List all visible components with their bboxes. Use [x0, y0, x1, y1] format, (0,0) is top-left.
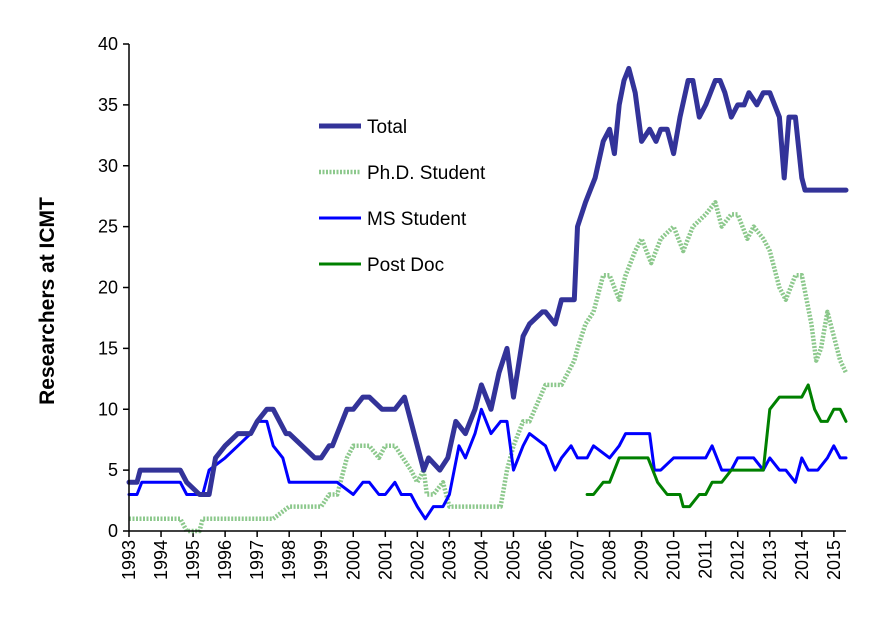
x-tick-label: 2014	[792, 540, 812, 580]
x-tick-label: 2013	[760, 540, 780, 580]
series-line	[127, 407, 848, 521]
legend: Total Ph.D. Student MS Student Post Doc	[319, 117, 486, 276]
plot-area	[126, 65, 849, 534]
legend-item: MS Student	[319, 209, 467, 230]
x-tick-label: 2005	[503, 540, 523, 580]
y-axis-title: Researchers at ICMT	[36, 197, 59, 405]
legend-item: Total	[319, 117, 407, 138]
x-tick-label: 2003	[439, 540, 459, 580]
x-tick-label: 1993	[119, 540, 139, 580]
x-tick-label: 2009	[632, 540, 652, 580]
y-tick-label: 40	[98, 34, 118, 54]
legend-label: Ph.D. Student	[367, 163, 486, 184]
legend-label: MS Student	[367, 209, 467, 230]
x-tick-label: 1998	[279, 540, 299, 580]
y-tick-label: 20	[98, 278, 118, 298]
series-ms-student	[127, 407, 848, 521]
series-line	[129, 200, 849, 534]
x-axis-ticks: 1993 1994 1995 1996 1997 1998 1999 2000 2001 2002…	[119, 531, 844, 580]
y-tick-label: 25	[98, 217, 118, 237]
x-tick-label: 2000	[343, 540, 363, 580]
legend-item: Post Doc	[319, 255, 444, 276]
x-tick-label: 1997	[247, 540, 267, 580]
x-tick-label: 2015	[824, 540, 844, 580]
x-tick-label: 2004	[471, 540, 491, 580]
y-tick-label: 15	[98, 338, 118, 358]
series-post-doc	[585, 383, 848, 509]
legend-label: Total	[367, 117, 407, 138]
legend-label: Post Doc	[367, 255, 444, 276]
x-tick-label: 2010	[664, 540, 684, 580]
x-tick-label: 2008	[600, 540, 620, 580]
y-tick-label: 30	[98, 156, 118, 176]
x-tick-label: 2001	[375, 540, 395, 580]
x-tick-label: 2002	[407, 540, 427, 580]
x-tick-label: 1999	[311, 540, 331, 580]
series-line	[126, 65, 849, 497]
x-tick-label: 2007	[568, 540, 588, 580]
x-tick-label: 1994	[151, 540, 171, 580]
x-tick-label: 2012	[728, 540, 748, 580]
x-tick-label: 2006	[535, 540, 555, 580]
x-tick-label: 2011	[696, 540, 716, 579]
y-axis-ticks: 0 5 10 15 20 25 30 35 40	[98, 34, 129, 541]
y-tick-label: 0	[108, 521, 118, 541]
x-tick-label: 1995	[183, 540, 203, 580]
series-ph-d-student	[129, 200, 849, 534]
y-tick-label: 5	[108, 460, 118, 480]
legend-item: Ph.D. Student	[319, 163, 486, 184]
series-total	[126, 65, 849, 497]
y-tick-label: 10	[98, 399, 118, 419]
x-tick-label: 1996	[215, 540, 235, 580]
y-tick-label: 35	[98, 95, 118, 115]
series-line	[585, 383, 848, 509]
